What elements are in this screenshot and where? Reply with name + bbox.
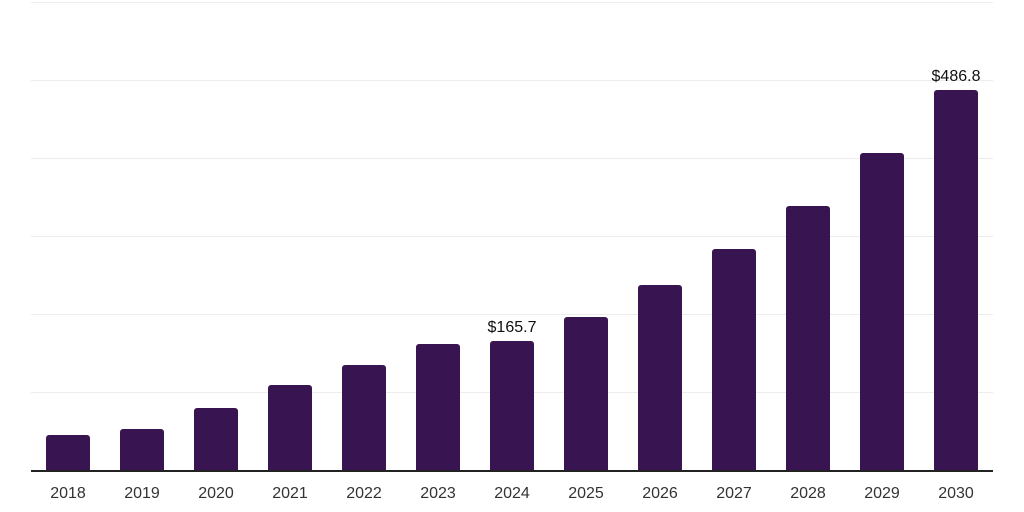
bar-2022	[342, 365, 386, 470]
plot-area: $165.7 $486.8	[31, 2, 993, 472]
bar-2020	[194, 408, 238, 470]
x-tick-label-2027: 2027	[716, 485, 752, 502]
bar-2021	[268, 384, 312, 470]
data-label-2024: $165.7	[487, 318, 537, 336]
gridline-400	[31, 158, 993, 159]
bar-2019	[120, 428, 164, 470]
bar-2025	[564, 316, 608, 470]
bar-2023	[416, 344, 460, 470]
x-axis-tick-labels: 2018 2019 2020 2021 2022 2023 2024 2025 2026 2027…	[31, 484, 993, 504]
x-tick-label-2028: 2028	[790, 485, 826, 502]
gridline-300	[31, 236, 993, 237]
bar-2027	[712, 249, 756, 470]
x-tick-label-2030: 2030	[938, 485, 974, 502]
bar-2028	[786, 205, 830, 470]
x-tick-label-2022: 2022	[346, 485, 382, 502]
x-tick-label-2020: 2020	[198, 485, 234, 502]
x-tick-label-2026: 2026	[642, 485, 678, 502]
x-tick-label-2021: 2021	[272, 485, 308, 502]
gridline-500	[31, 80, 993, 81]
bar-2029	[860, 152, 904, 470]
x-tick-label-2018: 2018	[50, 485, 86, 502]
x-tick-label-2023: 2023	[420, 485, 456, 502]
x-tick-label-2025: 2025	[568, 485, 604, 502]
bar-2030	[934, 90, 978, 470]
bar-2026	[638, 284, 682, 470]
gridline-600	[31, 2, 993, 3]
bar-2024	[490, 340, 534, 470]
x-tick-label-2019: 2019	[124, 485, 160, 502]
data-label-2030: $486.8	[931, 68, 981, 86]
bar-2018	[46, 434, 90, 470]
x-tick-label-2024: 2024	[494, 485, 530, 502]
gridline-200	[31, 314, 993, 315]
x-tick-label-2029: 2029	[864, 485, 900, 502]
